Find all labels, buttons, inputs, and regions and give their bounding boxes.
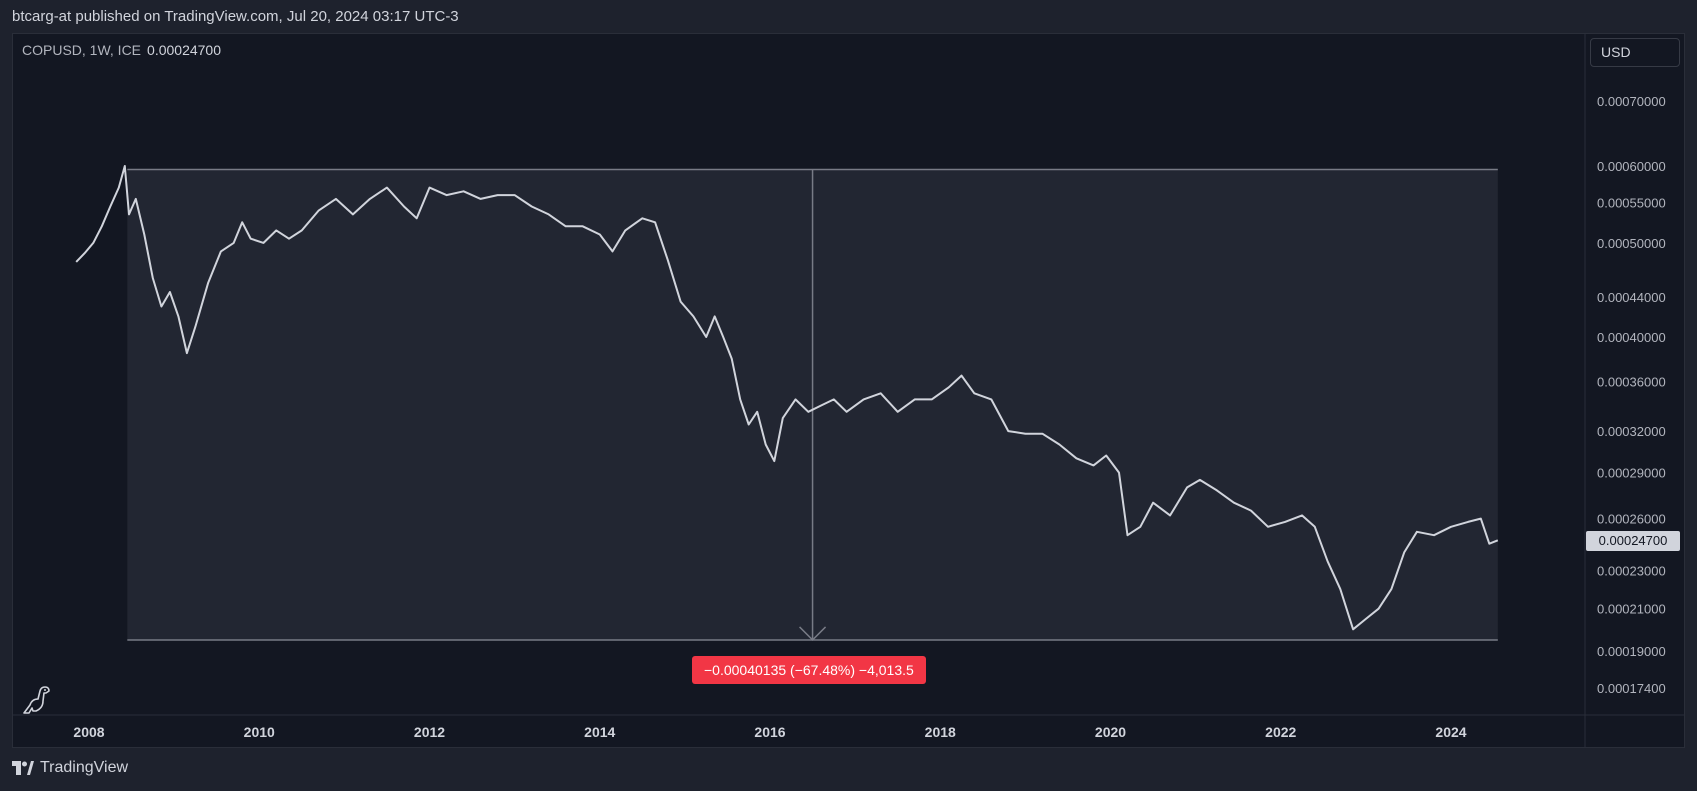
x-tick-label: 2014 bbox=[584, 724, 615, 740]
tradingview-logo-icon bbox=[12, 761, 34, 775]
y-tick-label: 0.00040000 bbox=[1597, 330, 1666, 345]
y-tick-label: 0.00060000 bbox=[1597, 159, 1666, 174]
x-tick-label: 2008 bbox=[73, 724, 104, 740]
footer-brand[interactable]: TradingView bbox=[12, 759, 128, 777]
measure-label: −0.00040135 (−67.48%) −4,013.5 bbox=[692, 656, 926, 684]
legend-last-value: 0.00024700 bbox=[147, 42, 221, 58]
last-price-tag: 0.00024700 bbox=[1586, 531, 1680, 551]
price-series bbox=[75, 165, 1499, 631]
y-tick-label: 0.00019000 bbox=[1597, 644, 1666, 659]
x-tick-label: 2018 bbox=[925, 724, 956, 740]
x-tick-label: 2024 bbox=[1435, 724, 1466, 740]
x-tick-label: 2010 bbox=[244, 724, 275, 740]
series-line-copusd bbox=[75, 165, 1499, 631]
y-tick-label: 0.00017400 bbox=[1597, 681, 1666, 696]
published-header: btcarg-at published on TradingView.com, … bbox=[12, 8, 459, 25]
y-tick-label: 0.00032000 bbox=[1597, 424, 1666, 439]
y-tick-label: 0.00021000 bbox=[1597, 602, 1666, 617]
arrow-down-icon bbox=[799, 626, 827, 642]
tradingview-dino-icon bbox=[23, 686, 50, 714]
y-tick-label: 0.00026000 bbox=[1597, 512, 1666, 527]
y-tick-label: 0.00036000 bbox=[1597, 374, 1666, 389]
y-tick-label: 0.00044000 bbox=[1597, 290, 1666, 305]
axes: 0.00070000 0.00060000 0.00055000 0.00050000… bbox=[12, 34, 1685, 747]
y-tick-label: 0.00055000 bbox=[1597, 196, 1666, 211]
footer-brand-label: TradingView bbox=[40, 759, 129, 776]
y-tick-label: 0.00070000 bbox=[1597, 94, 1666, 109]
x-tick-label: 2016 bbox=[754, 724, 785, 740]
symbol-legend[interactable]: COPUSD, 1W, ICE 0.00024700 bbox=[22, 42, 221, 58]
measure-tool[interactable] bbox=[127, 168, 1498, 642]
symbol-info: COPUSD, 1W, ICE bbox=[22, 42, 142, 58]
x-tick-label: 2022 bbox=[1265, 724, 1296, 740]
y-tick-label: 0.00029000 bbox=[1597, 466, 1666, 481]
y-tick-label: 0.00023000 bbox=[1597, 563, 1666, 578]
currency-button[interactable]: USD bbox=[1590, 38, 1680, 67]
x-tick-label: 2020 bbox=[1095, 724, 1126, 740]
x-tick-label: 2012 bbox=[414, 724, 445, 740]
y-tick-label: 0.00050000 bbox=[1597, 236, 1666, 251]
